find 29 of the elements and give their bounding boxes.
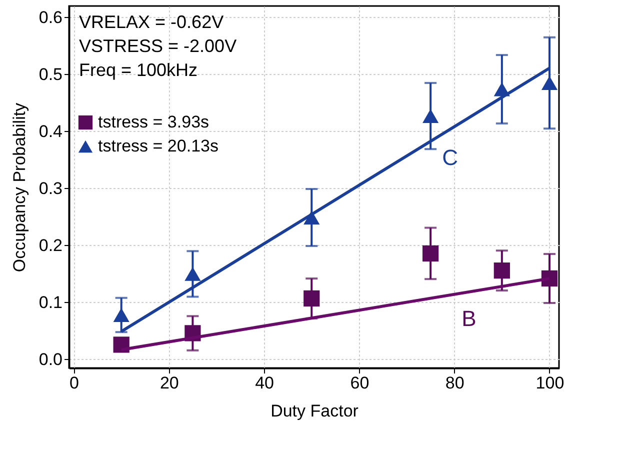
y-tick-label: 0.5: [38, 64, 62, 84]
point: [184, 266, 201, 281]
annotation: Freq = 100kHz: [79, 60, 198, 80]
annotation: VRELAX = -0.62V: [79, 12, 224, 32]
y-tick-label: 0.1: [38, 292, 62, 312]
point: [304, 290, 320, 307]
x-tick-label: 40: [255, 374, 274, 392]
y-tick-label: 0.0: [38, 350, 62, 369]
y-axis-title: Occupancy Probability: [10, 102, 29, 272]
legend-label: tstress = 3.93s: [98, 112, 210, 132]
annotation: B: [462, 306, 476, 331]
x-tick-label: 80: [445, 374, 464, 392]
y-tick-label: 0.4: [38, 122, 62, 141]
x-axis-title: Duty Factor: [270, 402, 359, 420]
y-tick-label: 0.3: [38, 178, 62, 198]
x-tick-label: 0: [70, 374, 79, 392]
x-tick-label: 20: [160, 374, 179, 392]
point: [494, 262, 510, 279]
legend-label: tstress = 20.13s: [98, 136, 218, 156]
y-tick-label: 0.2: [38, 236, 62, 255]
x-tick-label: 60: [350, 374, 370, 392]
x-tick-label: 100: [536, 374, 564, 392]
y-tick-label: 0.6: [38, 8, 62, 27]
annotation: VSTRESS = -2.00V: [79, 36, 237, 56]
point: [113, 308, 130, 322]
point: [422, 109, 439, 124]
point: [422, 245, 439, 262]
point: [541, 76, 558, 90]
annotation: C: [442, 145, 458, 170]
